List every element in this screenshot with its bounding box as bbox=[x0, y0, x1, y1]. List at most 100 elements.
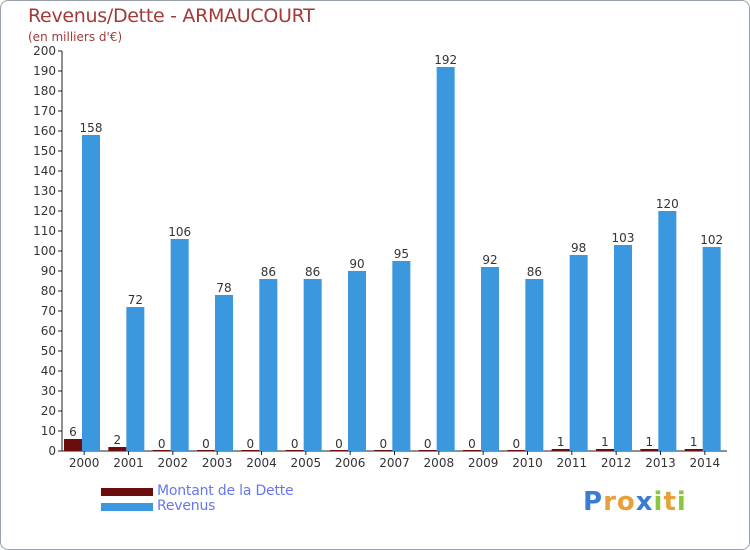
x-tick-label: 2002 bbox=[158, 456, 189, 470]
revenus-bar bbox=[126, 307, 145, 451]
y-tick-label: 10 bbox=[41, 424, 56, 438]
dette-value-label: 0 bbox=[513, 437, 521, 451]
revenus-value-label: 72 bbox=[128, 293, 143, 307]
revenus-value-label: 78 bbox=[216, 281, 231, 295]
y-tick-label: 70 bbox=[41, 304, 56, 318]
y-tick-label: 200 bbox=[33, 44, 56, 58]
y-tick-label: 80 bbox=[41, 284, 56, 298]
proxiti-logo: Proxiti bbox=[583, 487, 687, 517]
dette-value-label: 0 bbox=[202, 437, 210, 451]
dette-value-label: 0 bbox=[335, 437, 343, 451]
revenus-bar bbox=[525, 279, 544, 451]
x-tick-label: 2011 bbox=[557, 456, 588, 470]
y-tick-label: 90 bbox=[41, 264, 56, 278]
legend-label-dette: Montant de la Dette bbox=[157, 483, 294, 499]
revenus-value-label: 92 bbox=[482, 253, 497, 267]
dette-bar bbox=[507, 450, 526, 451]
x-tick-label: 2004 bbox=[246, 456, 277, 470]
revenus-bar bbox=[170, 239, 189, 451]
revenus-bar bbox=[658, 211, 677, 451]
x-tick-label: 2009 bbox=[468, 456, 499, 470]
y-tick-label: 140 bbox=[33, 164, 56, 178]
revenus-bar bbox=[348, 271, 366, 451]
x-tick-label: 2014 bbox=[690, 456, 721, 470]
dette-bar bbox=[241, 450, 260, 451]
y-tick-label: 160 bbox=[33, 124, 56, 138]
logo-letter: P bbox=[583, 487, 604, 517]
dette-value-label: 2 bbox=[114, 433, 122, 447]
revenus-bar bbox=[303, 279, 322, 451]
revenus-value-label: 98 bbox=[571, 241, 586, 255]
revenus-bar bbox=[259, 279, 278, 451]
revenus-bar bbox=[82, 135, 100, 451]
revenus-bar bbox=[569, 255, 588, 451]
legend-swatch-dette bbox=[101, 488, 153, 496]
dette-value-label: 0 bbox=[247, 437, 255, 451]
dette-value-label: 0 bbox=[380, 437, 388, 451]
dette-bar bbox=[551, 449, 570, 451]
revenus-value-label: 192 bbox=[434, 53, 457, 67]
x-tick-label: 2008 bbox=[424, 456, 455, 470]
dette-bar bbox=[463, 450, 481, 451]
dette-bar bbox=[418, 450, 437, 451]
legend-swatch-revenus bbox=[101, 503, 153, 511]
revenus-value-label: 95 bbox=[394, 247, 409, 261]
logo-letter: o bbox=[616, 487, 636, 517]
logo-letter: i bbox=[653, 487, 664, 517]
logo-letter: t bbox=[663, 487, 677, 517]
revenus-bar bbox=[215, 295, 233, 451]
dette-bar bbox=[285, 450, 304, 451]
revenus-value-label: 158 bbox=[80, 121, 103, 135]
dette-bar bbox=[152, 450, 171, 451]
y-tick-label: 180 bbox=[33, 84, 56, 98]
revenus-bar bbox=[481, 267, 499, 451]
y-tick-label: 120 bbox=[33, 204, 56, 218]
y-tick-label: 170 bbox=[33, 104, 56, 118]
revenus-value-label: 86 bbox=[261, 265, 276, 279]
revenus-value-label: 102 bbox=[700, 233, 723, 247]
y-tick-label: 60 bbox=[41, 324, 56, 338]
dette-value-label: 1 bbox=[557, 435, 565, 449]
dette-value-label: 1 bbox=[646, 435, 654, 449]
revenus-value-label: 90 bbox=[349, 257, 364, 271]
legend-label-revenus: Revenus bbox=[157, 498, 216, 514]
revenus-value-label: 86 bbox=[527, 265, 542, 279]
dette-value-label: 0 bbox=[424, 437, 432, 451]
x-tick-label: 2010 bbox=[512, 456, 543, 470]
y-tick-label: 50 bbox=[41, 344, 56, 358]
revenus-bar bbox=[614, 245, 632, 451]
x-tick-label: 2001 bbox=[113, 456, 144, 470]
x-tick-label: 2005 bbox=[291, 456, 322, 470]
revenus-value-label: 86 bbox=[305, 265, 320, 279]
revenus-bar bbox=[392, 261, 411, 451]
x-tick-label: 2012 bbox=[601, 456, 632, 470]
dette-value-label: 1 bbox=[690, 435, 698, 449]
x-tick-label: 2007 bbox=[379, 456, 410, 470]
y-tick-label: 150 bbox=[33, 144, 56, 158]
chart-subtitle: (en milliers d'€) bbox=[28, 30, 123, 44]
x-tick-label: 2000 bbox=[69, 456, 100, 470]
dette-bar bbox=[330, 450, 348, 451]
dette-bar bbox=[197, 450, 215, 451]
dette-value-label: 0 bbox=[291, 437, 299, 451]
revenus-value-label: 120 bbox=[656, 197, 679, 211]
revenus-value-label: 106 bbox=[168, 225, 191, 239]
dette-value-label: 0 bbox=[468, 437, 476, 451]
y-tick-label: 40 bbox=[41, 364, 56, 378]
x-tick-label: 2006 bbox=[335, 456, 366, 470]
y-tick-label: 30 bbox=[41, 384, 56, 398]
x-tick-label: 2003 bbox=[202, 456, 233, 470]
logo-letter: x bbox=[635, 487, 654, 517]
chart-title: Revenus/Dette - ARMAUCOURT bbox=[28, 5, 315, 27]
dette-bar bbox=[684, 449, 703, 451]
dette-bar bbox=[596, 449, 614, 451]
dette-bar bbox=[374, 450, 393, 451]
revenus-bar bbox=[436, 67, 455, 451]
dette-value-label: 1 bbox=[601, 435, 609, 449]
dette-bar bbox=[64, 439, 82, 451]
x-tick-label: 2013 bbox=[645, 456, 676, 470]
y-tick-label: 190 bbox=[33, 64, 56, 78]
y-tick-label: 110 bbox=[33, 224, 56, 238]
